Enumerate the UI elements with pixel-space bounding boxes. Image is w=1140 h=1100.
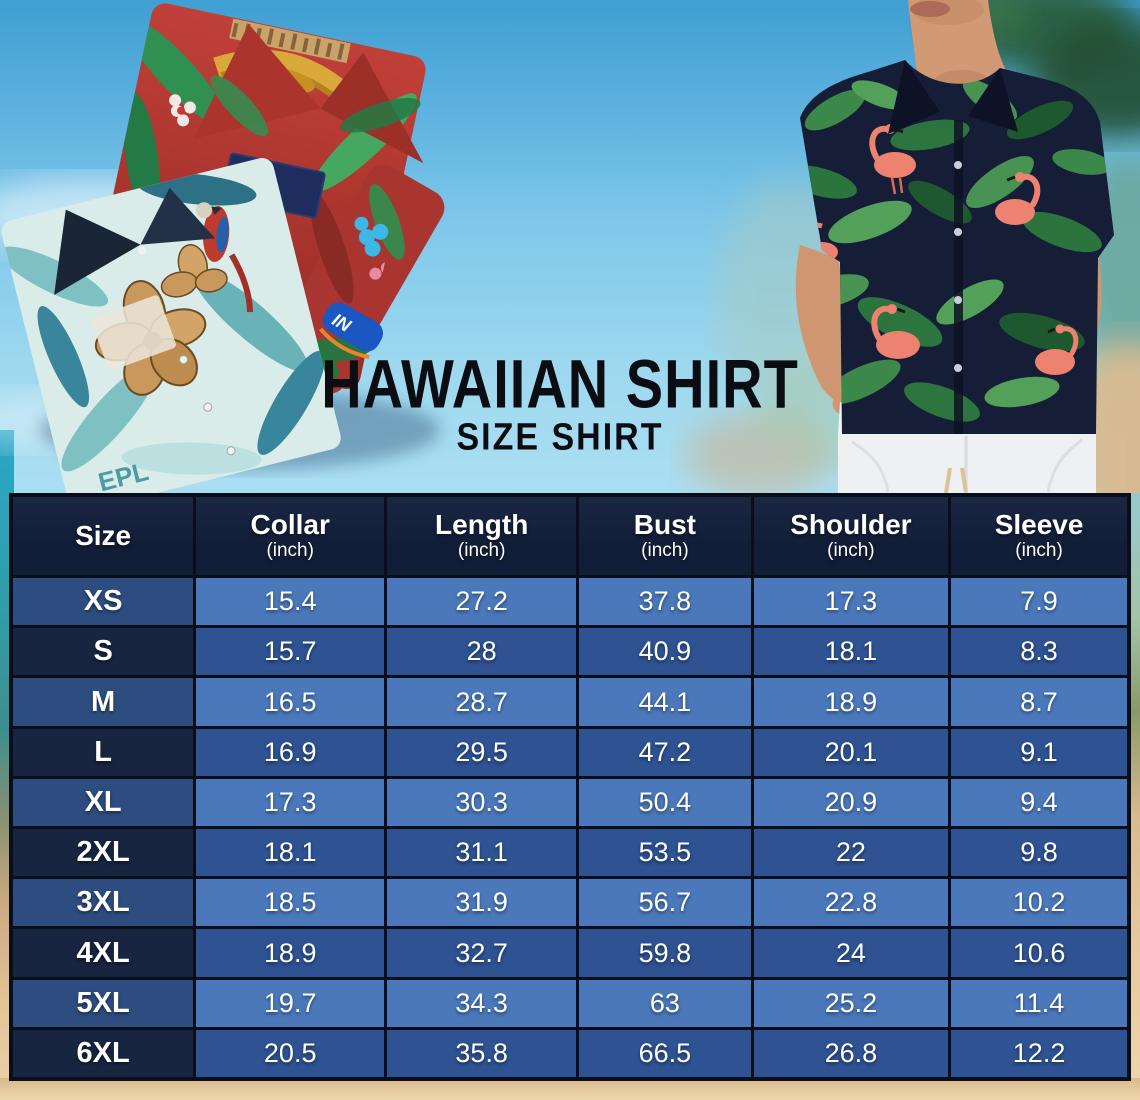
cell-m-bust: 44.1 [579, 678, 751, 726]
cell-m-sleeve: 8.7 [951, 678, 1127, 726]
column-header-size: Size [13, 497, 194, 575]
size-label-4xl: 4XL [13, 929, 194, 977]
cell-2xl-bust: 53.5 [579, 829, 751, 877]
cell-2xl-sleeve: 9.8 [951, 829, 1127, 877]
table-row-6xl: 6XL 20.5 35.8 66.5 26.8 12.2 [13, 1029, 1127, 1078]
cell-l-collar: 16.9 [196, 728, 385, 776]
cell-6xl-collar: 20.5 [196, 1029, 385, 1078]
size-label-s: S [13, 628, 194, 676]
cell-3xl-sleeve: 10.2 [951, 879, 1127, 927]
cell-5xl-collar: 19.7 [196, 979, 385, 1027]
cell-l-shoulder: 20.1 [753, 728, 949, 776]
photo-collage: IN [0, 0, 1140, 493]
cell-s-bust: 40.9 [579, 628, 751, 676]
folded-shirts-photo: IN [0, 3, 445, 493]
table-row-2xl: 2XL 18.1 31.1 53.5 22 9.8 [13, 829, 1127, 877]
size-chart-table: Size Collar (inch) Length (inch) Bust (inch) Sh… [9, 493, 1131, 1081]
cell-xs-length: 27.2 [387, 578, 577, 626]
cell-3xl-shoulder: 22.8 [753, 879, 949, 927]
cell-s-collar: 15.7 [196, 628, 385, 676]
cell-3xl-collar: 18.5 [196, 879, 385, 927]
cell-xl-shoulder: 20.9 [753, 778, 949, 827]
size-label-l: L [13, 728, 194, 776]
cell-xs-sleeve: 7.9 [951, 578, 1127, 626]
cell-5xl-length: 34.3 [387, 979, 577, 1027]
cell-xs-shoulder: 17.3 [753, 578, 949, 626]
size-label-m: M [13, 678, 194, 726]
table-row-4xl: 4XL 18.9 32.7 59.8 24 10.6 [13, 929, 1127, 977]
cell-4xl-bust: 59.8 [579, 929, 751, 977]
cell-4xl-shoulder: 24 [753, 929, 949, 977]
sand-strip [0, 1078, 1140, 1100]
table-row-xl: XL 17.3 30.3 50.4 20.9 9.4 [13, 778, 1127, 827]
cell-xl-collar: 17.3 [196, 778, 385, 827]
cell-5xl-sleeve: 11.4 [951, 979, 1127, 1027]
table-header-row: Size Collar (inch) Length (inch) Bust (inch) Sh… [13, 497, 1127, 575]
size-label-2xl: 2XL [13, 829, 194, 877]
column-header-sleeve: Sleeve (inch) [951, 497, 1127, 575]
size-label-xl: XL [13, 778, 194, 827]
table-row-3xl: 3XL 18.5 31.9 56.7 22.8 10.2 [13, 879, 1127, 927]
cell-xs-bust: 37.8 [579, 578, 751, 626]
table-row-l: L 16.9 29.5 47.2 20.1 9.1 [13, 728, 1127, 776]
cell-s-shoulder: 18.1 [753, 628, 949, 676]
size-label-6xl: 6XL [13, 1029, 194, 1078]
cell-l-bust: 47.2 [579, 728, 751, 776]
model-lips [910, 1, 950, 17]
column-header-shoulder: Shoulder (inch) [753, 497, 949, 575]
cell-m-length: 28.7 [387, 678, 577, 726]
cell-6xl-length: 35.8 [387, 1029, 577, 1078]
shirt-buttons [954, 161, 962, 372]
cell-5xl-shoulder: 25.2 [753, 979, 949, 1027]
teal-hawaiian-shirt: EPL [0, 157, 341, 493]
column-header-bust: Bust (inch) [579, 497, 751, 575]
cell-xl-length: 30.3 [387, 778, 577, 827]
cell-6xl-sleeve: 12.2 [951, 1029, 1127, 1078]
cell-m-collar: 16.5 [196, 678, 385, 726]
cell-2xl-shoulder: 22 [753, 829, 949, 877]
cell-s-sleeve: 8.3 [951, 628, 1127, 676]
cell-m-shoulder: 18.9 [753, 678, 949, 726]
size-label-xs: XS [13, 578, 194, 626]
column-header-collar: Collar (inch) [196, 497, 385, 575]
table-row-5xl: 5XL 19.7 34.3 63 25.2 11.4 [13, 979, 1127, 1027]
cell-6xl-shoulder: 26.8 [753, 1029, 949, 1078]
size-label-5xl: 5XL [13, 979, 194, 1027]
cell-6xl-bust: 66.5 [579, 1029, 751, 1078]
photo-area: IN [0, 0, 1140, 493]
cell-2xl-collar: 18.1 [196, 829, 385, 877]
table-row-s: S 15.7 28 40.9 18.1 8.3 [13, 628, 1127, 676]
cell-xl-bust: 50.4 [579, 778, 751, 827]
cell-2xl-length: 31.1 [387, 829, 577, 877]
cell-l-length: 29.5 [387, 728, 577, 776]
cell-3xl-bust: 56.7 [579, 879, 751, 927]
cell-4xl-sleeve: 10.6 [951, 929, 1127, 977]
table-row-xs: XS 15.4 27.2 37.8 17.3 7.9 [13, 578, 1127, 626]
model-neck [908, 0, 1010, 97]
cell-l-sleeve: 9.1 [951, 728, 1127, 776]
cell-xl-sleeve: 9.4 [951, 778, 1127, 827]
title-block: HAWAIIAN SHIRT SIZE SHIRT [318, 345, 802, 456]
cell-s-length: 28 [387, 628, 577, 676]
table-row-m: M 16.5 28.7 44.1 18.9 8.7 [13, 678, 1127, 726]
column-header-length: Length (inch) [387, 497, 577, 575]
cell-5xl-bust: 63 [579, 979, 751, 1027]
sub-title: SIZE SHIRT [456, 415, 664, 459]
cell-xs-collar: 15.4 [196, 578, 385, 626]
size-label-3xl: 3XL [13, 879, 194, 927]
cell-4xl-length: 32.7 [387, 929, 577, 977]
main-title: HAWAIIAN SHIRT [321, 345, 799, 422]
cell-4xl-collar: 18.9 [196, 929, 385, 977]
cell-3xl-length: 31.9 [387, 879, 577, 927]
